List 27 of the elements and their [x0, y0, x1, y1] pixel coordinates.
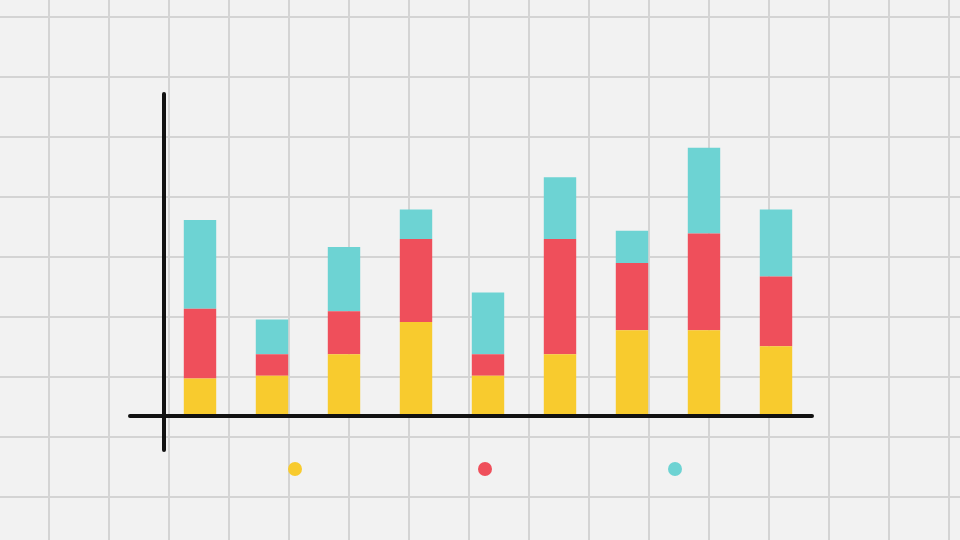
- bar: [759, 276, 793, 347]
- bar: [183, 220, 217, 309]
- bar: [543, 177, 577, 239]
- bar: [183, 378, 217, 416]
- bar: [471, 292, 505, 355]
- bar: [327, 246, 361, 312]
- bar: [543, 354, 577, 416]
- bar: [687, 330, 721, 416]
- bar: [399, 209, 433, 239]
- bar: [687, 147, 721, 234]
- bar: [759, 346, 793, 416]
- bar: [183, 308, 217, 379]
- bar: [255, 354, 289, 376]
- bar: [687, 233, 721, 331]
- bar: [615, 263, 649, 331]
- bar: [327, 354, 361, 416]
- bar: [471, 375, 505, 416]
- bar: [255, 319, 289, 355]
- bar: [471, 354, 505, 376]
- bar: [327, 311, 361, 355]
- bar: [615, 330, 649, 416]
- bar: [255, 375, 289, 416]
- bar: [615, 230, 649, 264]
- bar: [399, 238, 433, 323]
- bar: [759, 209, 793, 277]
- bar: [399, 322, 433, 416]
- bar: [543, 238, 577, 355]
